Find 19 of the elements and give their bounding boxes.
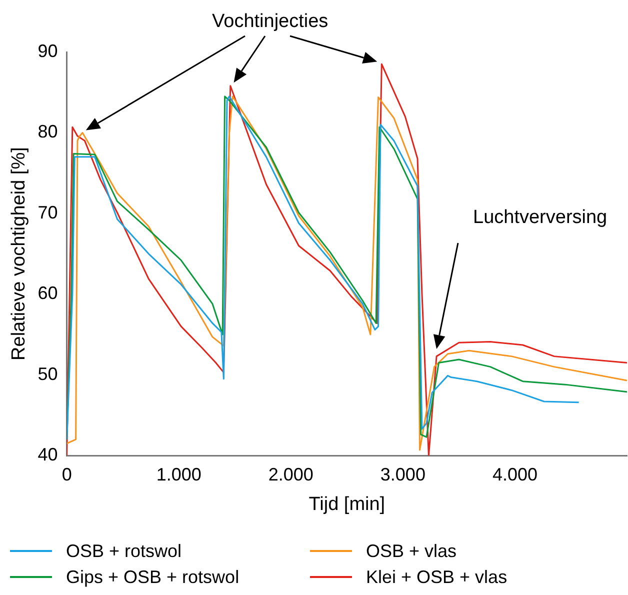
text: Vochtinjecties bbox=[212, 11, 328, 33]
legend-label: Klei + OSB + vlas bbox=[366, 566, 508, 588]
y-tick-label: 80 bbox=[38, 122, 58, 142]
legend-label: OSB + rotswol bbox=[66, 540, 182, 562]
y-axis-title: Relatieve vochtigheid [%] bbox=[8, 147, 30, 360]
y-tick-label: 60 bbox=[38, 283, 58, 304]
y-tick-label: 70 bbox=[38, 202, 58, 222]
y-tick-label: 40 bbox=[38, 444, 58, 465]
x-tick-label: 1.000 bbox=[156, 464, 202, 484]
legend-label: OSB + vlas bbox=[366, 540, 457, 562]
annotation: Luchtverversing bbox=[473, 207, 608, 229]
x-tick-label: 2.000 bbox=[268, 464, 314, 484]
legend-label: Gips + OSB + rotswol bbox=[66, 566, 240, 588]
x-tick-label: 4.000 bbox=[492, 464, 538, 484]
y-tick-label: 50 bbox=[38, 364, 58, 384]
x-tick-label: 0 bbox=[62, 464, 72, 484]
x-tick-label: 3.000 bbox=[380, 464, 426, 484]
y-tick-label: 90 bbox=[38, 40, 58, 61]
x-axis-title: Tijd [min] bbox=[308, 494, 386, 515]
